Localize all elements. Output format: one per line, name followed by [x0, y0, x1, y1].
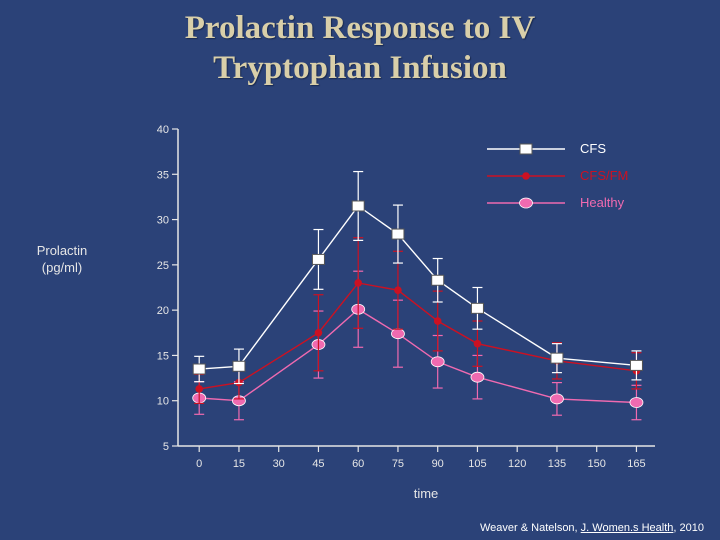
legend-label: CFS [580, 141, 606, 156]
y-tick-label: 40 [157, 124, 169, 136]
y-tick-label: 30 [157, 215, 169, 227]
data-point [311, 253, 325, 265]
x-tick-label: 60 [352, 458, 364, 470]
data-point [550, 352, 564, 364]
title-line-1: Prolactin Response to IV [184, 10, 536, 46]
x-tick-label: 135 [548, 458, 566, 470]
series-line [199, 308, 637, 404]
data-point [354, 279, 363, 287]
x-axis-label: time [414, 486, 439, 501]
y-axis-label: Prolactin (pg/ml) [22, 242, 102, 276]
data-point [550, 393, 564, 405]
data-point [629, 359, 643, 371]
y-tick-label: 35 [157, 169, 169, 181]
y-tick-label: 20 [157, 305, 169, 317]
x-tick-label: 15 [233, 458, 245, 470]
data-point [433, 317, 442, 325]
data-point [473, 339, 482, 348]
series-line [199, 205, 637, 370]
y-tick-label: 10 [157, 396, 169, 408]
series-healthy [192, 270, 644, 421]
series-cfs [192, 170, 643, 385]
y-tick-label: 5 [163, 441, 169, 453]
data-point [391, 228, 405, 240]
legend-label: CFS/FM [580, 168, 628, 183]
series-line [199, 282, 637, 390]
x-tick-label: 30 [273, 458, 285, 470]
chart-legend: CFS CFS/FM Healthy [487, 141, 628, 210]
data-point [391, 328, 405, 340]
citation-year: , 2010 [673, 522, 704, 534]
legend-entry-healthy: Healthy [487, 195, 625, 210]
series-cfs-fm [194, 237, 642, 405]
x-tick-label: 150 [588, 458, 606, 470]
data-point [195, 385, 203, 393]
citation-journal: J. Women.s Health [580, 522, 674, 534]
x-tick-label: 105 [468, 458, 486, 470]
data-point [470, 371, 485, 383]
citation: Weaver & Natelson, J. Women.s Health, 20… [480, 522, 704, 534]
data-point [192, 363, 206, 375]
legend-entry-cfs-fm: CFS/FM [487, 168, 628, 183]
data-point [394, 286, 402, 295]
x-tick-label: 75 [392, 458, 404, 470]
x-tick-label: 90 [432, 458, 444, 470]
legend-marker [522, 172, 530, 180]
x-tick-label: 165 [627, 458, 645, 470]
x-tick-label: 45 [312, 458, 324, 470]
data-point [232, 360, 246, 372]
x-tick-label: 0 [196, 458, 202, 470]
chart-series [192, 170, 644, 421]
slide-title: Prolactin Response to IV Tryptophan Infu… [0, 8, 720, 88]
data-point [430, 356, 445, 368]
data-point [314, 328, 323, 337]
y-tick-label: 25 [157, 260, 169, 272]
title-line-2: Tryptophan Infusion [213, 50, 507, 86]
data-point [431, 274, 445, 286]
chart-axes: 5 10 15 20 25 30 35 40 0 15 30 45 60 75 90 105 120 135 150… [157, 124, 655, 470]
y-axis-label-line-1: Prolactin [36, 243, 88, 258]
data-point [351, 200, 365, 212]
citation-authors: Weaver & Natelson, [479, 522, 581, 534]
y-tick-label: 15 [157, 350, 169, 362]
data-point [470, 302, 484, 314]
x-tick-label: 120 [508, 458, 526, 470]
legend-marker [519, 197, 533, 209]
legend-label: Healthy [580, 195, 625, 210]
y-axis-label-line-2: (pg/ml) [41, 260, 83, 275]
legend-marker [519, 143, 533, 155]
legend-entry-cfs: CFS [487, 141, 606, 156]
data-point [629, 397, 644, 408]
